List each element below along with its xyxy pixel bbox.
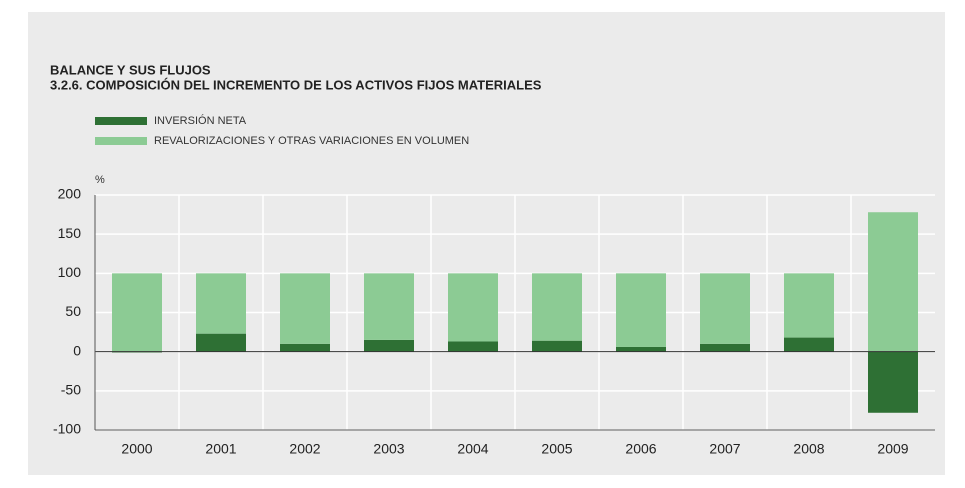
bar-segment (700, 273, 750, 344)
x-tick-label: 2003 (373, 441, 404, 457)
bar-segment (280, 343, 330, 352)
x-tick-label: 2001 (205, 441, 236, 457)
x-tick-label: 2008 (793, 441, 824, 457)
bar-segment (616, 346, 666, 352)
legend-label: REVALORIZACIONES Y OTRAS VARIACIONES EN … (154, 135, 469, 147)
x-tick-label: 2006 (625, 441, 656, 457)
bar-segment (112, 273, 162, 352)
bar-segment (868, 212, 918, 352)
x-tick-label: 2009 (877, 441, 908, 457)
bar-segment (532, 273, 582, 341)
bar-segment (448, 273, 498, 342)
x-tick-label: 2004 (457, 441, 488, 457)
background (28, 12, 945, 475)
x-tick-label: 2000 (121, 441, 152, 457)
bar-segment (196, 333, 246, 352)
y-tick-label: 200 (58, 186, 82, 202)
bar-segment (364, 273, 414, 340)
bar-segment (784, 273, 834, 338)
bar-segment (700, 343, 750, 352)
chart-subtitle: 3.2.6. COMPOSICIÓN DEL INCREMENTO DE LOS… (50, 77, 542, 92)
bar-segment (280, 273, 330, 344)
y-axis-label: % (95, 174, 105, 186)
y-tick-label: 50 (65, 303, 81, 319)
bar-segment (532, 340, 582, 352)
legend-swatch (95, 137, 147, 145)
bar-segment (364, 339, 414, 352)
legend-swatch (95, 117, 147, 125)
y-tick-label: 150 (58, 225, 82, 241)
bar-segment (616, 273, 666, 347)
x-tick-label: 2005 (541, 441, 572, 457)
x-tick-label: 2007 (709, 441, 740, 457)
y-tick-label: 0 (73, 342, 81, 358)
x-tick-label: 2002 (289, 441, 320, 457)
bar-segment (868, 351, 918, 413)
y-tick-label: 100 (58, 264, 82, 280)
bar-segment (448, 341, 498, 352)
y-tick-label: -100 (53, 421, 81, 437)
y-tick-label: -50 (61, 382, 81, 398)
bar-segment (784, 337, 834, 352)
chart-title: BALANCE Y SUS FLUJOS (50, 62, 211, 77)
bar-segment (196, 273, 246, 334)
legend-label: INVERSIÓN NETA (154, 114, 247, 127)
